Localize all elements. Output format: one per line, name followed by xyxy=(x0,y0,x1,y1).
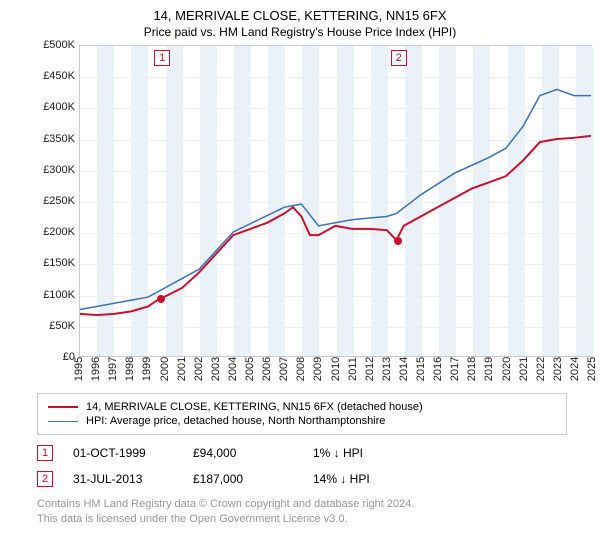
transaction-date: 31-JUL-2013 xyxy=(73,472,173,486)
transaction-marker-1: 1 xyxy=(154,50,170,66)
y-tick-label: £50K xyxy=(37,320,75,332)
y-tick-label: £100K xyxy=(37,289,75,301)
x-tick-label: 2003 xyxy=(210,357,222,381)
x-tick-label: 2001 xyxy=(176,357,188,381)
page-title: 14, MERRIVALE CLOSE, KETTERING, NN15 6FX xyxy=(12,8,588,23)
legend-item-hpi: HPI: Average price, detached house, Nort… xyxy=(48,414,556,428)
plot-area: 12 xyxy=(79,45,592,357)
x-tick-label: 2013 xyxy=(381,357,393,381)
x-tick-label: 2025 xyxy=(586,357,598,381)
page-subtitle: Price paid vs. HM Land Registry's House … xyxy=(12,25,588,39)
series-property xyxy=(80,136,591,315)
x-tick-label: 2015 xyxy=(415,357,427,381)
x-tick-label: 2008 xyxy=(295,357,307,381)
x-tick-label: 1996 xyxy=(90,357,102,381)
y-tick-label: £250K xyxy=(37,195,75,207)
x-tick-label: 2014 xyxy=(398,357,410,381)
legend-label: HPI: Average price, detached house, Nort… xyxy=(86,415,385,427)
transaction-marker-2: 2 xyxy=(391,50,407,66)
transaction-row-2: 2 31-JUL-2013 £187,000 14% ↓ HPI xyxy=(37,471,588,487)
y-tick-label: £200K xyxy=(37,226,75,238)
x-tick-label: 1995 xyxy=(73,357,85,381)
x-tick-label: 2021 xyxy=(518,357,530,381)
transaction-price: £94,000 xyxy=(193,446,293,460)
legend-swatch xyxy=(48,406,78,408)
transaction-diff: 1% ↓ HPI xyxy=(313,446,413,460)
legend-swatch xyxy=(48,421,78,422)
footer-line-2: This data is licensed under the Open Gov… xyxy=(37,512,588,527)
legend-label: 14, MERRIVALE CLOSE, KETTERING, NN15 6FX… xyxy=(86,401,423,413)
x-tick-label: 2016 xyxy=(432,357,444,381)
y-tick-label: £350K xyxy=(37,133,75,145)
x-tick-label: 2007 xyxy=(278,357,290,381)
x-tick-label: 2024 xyxy=(569,357,581,381)
transaction-date: 01-OCT-1999 xyxy=(73,446,173,460)
x-tick-label: 1998 xyxy=(124,357,136,381)
transaction-marker-icon: 2 xyxy=(37,471,53,487)
x-tick-label: 2011 xyxy=(347,357,359,381)
x-tick-label: 2019 xyxy=(483,357,495,381)
legend-item-property: 14, MERRIVALE CLOSE, KETTERING, NN15 6FX… xyxy=(48,400,556,414)
x-tick-label: 2023 xyxy=(552,357,564,381)
y-tick-label: £300K xyxy=(37,164,75,176)
x-tick-label: 2004 xyxy=(227,357,239,381)
transaction-row-1: 1 01-OCT-1999 £94,000 1% ↓ HPI xyxy=(37,445,588,461)
y-tick-label: £500K xyxy=(37,39,75,51)
x-tick-label: 2010 xyxy=(330,357,342,381)
y-tick-label: £0 xyxy=(37,351,75,363)
transaction-diff: 14% ↓ HPI xyxy=(313,472,413,486)
y-tick-label: £150K xyxy=(37,257,75,269)
series-hpi xyxy=(80,89,591,309)
x-tick-label: 2005 xyxy=(244,357,256,381)
x-tick-label: 2012 xyxy=(364,357,376,381)
transaction-dot-2 xyxy=(394,237,402,245)
x-tick-label: 2022 xyxy=(535,357,547,381)
x-tick-label: 2000 xyxy=(159,357,171,381)
x-tick-label: 2018 xyxy=(466,357,478,381)
x-tick-label: 2017 xyxy=(449,357,461,381)
chart: £0 £50K £100K £150K £200K £250K £300K £350K £400… xyxy=(37,45,592,385)
transaction-dot-1 xyxy=(157,295,165,303)
x-tick-label: 1999 xyxy=(141,357,153,381)
x-tick-label: 2020 xyxy=(501,357,513,381)
footer-line-1: Contains HM Land Registry data © Crown c… xyxy=(37,497,588,512)
x-tick-label: 2009 xyxy=(312,357,324,381)
x-tick-label: 2006 xyxy=(261,357,273,381)
transaction-price: £187,000 xyxy=(193,472,293,486)
legend: 14, MERRIVALE CLOSE, KETTERING, NN15 6FX… xyxy=(37,393,567,435)
transaction-marker-icon: 1 xyxy=(37,445,53,461)
attribution: Contains HM Land Registry data © Crown c… xyxy=(37,497,588,528)
y-tick-label: £400K xyxy=(37,101,75,113)
x-tick-label: 2002 xyxy=(193,357,205,381)
y-tick-label: £450K xyxy=(37,70,75,82)
x-tick-label: 1997 xyxy=(107,357,119,381)
